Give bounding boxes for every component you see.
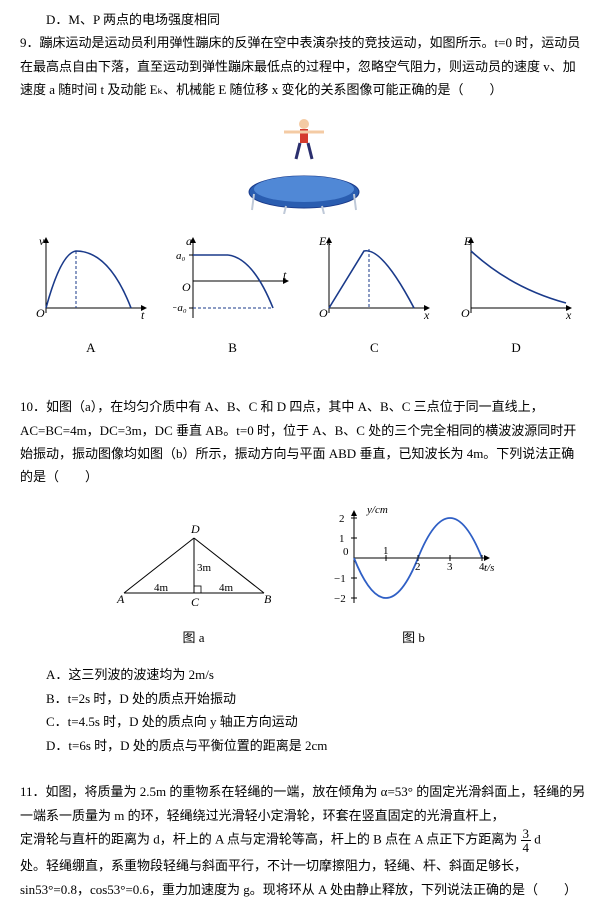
svg-text:1: 1: [339, 533, 345, 545]
svg-text:4m: 4m: [219, 582, 234, 594]
svg-text:B: B: [264, 592, 272, 606]
fig-a-caption: 图 a: [109, 626, 279, 649]
q9-stem: 9．蹦床运动是运动员利用弹性蹦床的反弹在空中表演杂技的竞技运动，如图所示。t=0…: [20, 31, 587, 101]
svg-text:O: O: [319, 306, 328, 320]
q11-stem-p3: 处。轻绳绷直，系重物段轻绳与斜面平行，不计一切摩擦阻力，轻绳、杆、斜面足够长，s…: [20, 858, 577, 896]
svg-text:A: A: [116, 592, 125, 606]
fig-b-caption: 图 b: [329, 626, 499, 649]
q9-label-c: C: [314, 336, 434, 359]
svg-text:y/cm: y/cm: [366, 504, 388, 516]
svg-text:t/s: t/s: [484, 562, 494, 574]
q9-label-d: D: [456, 336, 576, 359]
q10-stem-line1: 10．如图（a），在均匀介质中有 A、B、C 和 D 四点，其中 A、B、C 三…: [20, 399, 544, 414]
svg-text:2: 2: [339, 513, 345, 525]
q11-stem-p1: 11．如图，将质量为 2.5m 的重物系在轻绳的一端，放在倾角为 α=53° 的…: [20, 784, 585, 822]
svg-text:2: 2: [415, 561, 421, 573]
q9-chart-c: Eₖ x O C: [314, 233, 434, 360]
q8-option-d: D．M、P 两点的电场强度相同: [46, 8, 587, 31]
q11-stem-d: d: [534, 832, 541, 847]
q9-chart-a: v t O A: [31, 233, 151, 360]
svg-text:1: 1: [383, 545, 389, 557]
q9-label-b: B: [173, 336, 293, 359]
q10-fig-b: 2 1 0 −1 −2 1 2 3 4 y/cm t/s 图 b: [329, 503, 499, 650]
q10-option-b: B．t=2s 时，D 处的质点开始振动: [46, 687, 587, 710]
svg-text:4m: 4m: [154, 582, 169, 594]
svg-text:O: O: [182, 280, 191, 294]
q10-figures: A B C D 4m 4m 3m 图 a 2 1 0 −1 −2 1 2 3 4…: [20, 503, 587, 650]
q10-fig-a: A B C D 4m 4m 3m 图 a: [109, 513, 279, 650]
svg-text:−1: −1: [334, 573, 346, 585]
svg-text:O: O: [461, 306, 470, 320]
svg-text:0: 0: [343, 546, 349, 558]
svg-text:C: C: [191, 595, 200, 609]
q10-option-d: D．t=6s 时，D 处的质点与平衡位置的距离是 2cm: [46, 734, 587, 757]
svg-text:3: 3: [447, 561, 453, 573]
q9-chart-b: a₀ −a₀ a t O B: [173, 233, 293, 360]
q9-label-a: A: [31, 336, 151, 359]
fraction-3-4: 34: [521, 827, 532, 854]
svg-text:x: x: [423, 308, 430, 322]
q9-charts-row: v t O A a₀ −a₀ a t O B Eₖ: [20, 233, 587, 360]
origin-label: O: [36, 306, 45, 320]
trampoline-figure: [20, 114, 587, 221]
axis-t-label: t: [141, 308, 145, 322]
q10-option-c: C．t=4.5s 时，D 处的质点向 y 轴正方向运动: [46, 710, 587, 733]
svg-text:t: t: [283, 268, 287, 282]
axis-v-label: v: [39, 234, 45, 248]
svg-text:−a₀: −a₀: [173, 302, 187, 314]
svg-text:E: E: [463, 234, 472, 248]
q10-stem-line2: AC=BC=4m，DC=3m，DC 垂直 AB。t=0 时，位于 A、B、C 处…: [20, 423, 576, 485]
svg-text:3m: 3m: [197, 562, 212, 574]
q11-stem-p2: 定滑轮与直杆的距离为 d，杆上的 A 点与定滑轮等高，杆上的 B 点在 A 点正…: [20, 832, 521, 847]
svg-text:D: D: [190, 522, 200, 536]
q10-stem: 10．如图（a），在均匀介质中有 A、B、C 和 D 四点，其中 A、B、C 三…: [20, 395, 587, 489]
svg-text:−2: −2: [334, 593, 346, 605]
q9-chart-d: E x O D: [456, 233, 576, 360]
svg-text:a: a: [186, 234, 192, 248]
q11-stem: 11．如图，将质量为 2.5m 的重物系在轻绳的一端，放在倾角为 α=53° 的…: [20, 780, 587, 901]
svg-text:Eₖ: Eₖ: [318, 234, 332, 248]
svg-text:x: x: [565, 308, 572, 322]
svg-text:a₀: a₀: [176, 250, 186, 262]
q10-option-a: A．这三列波的波速均为 2m/s: [46, 663, 587, 686]
